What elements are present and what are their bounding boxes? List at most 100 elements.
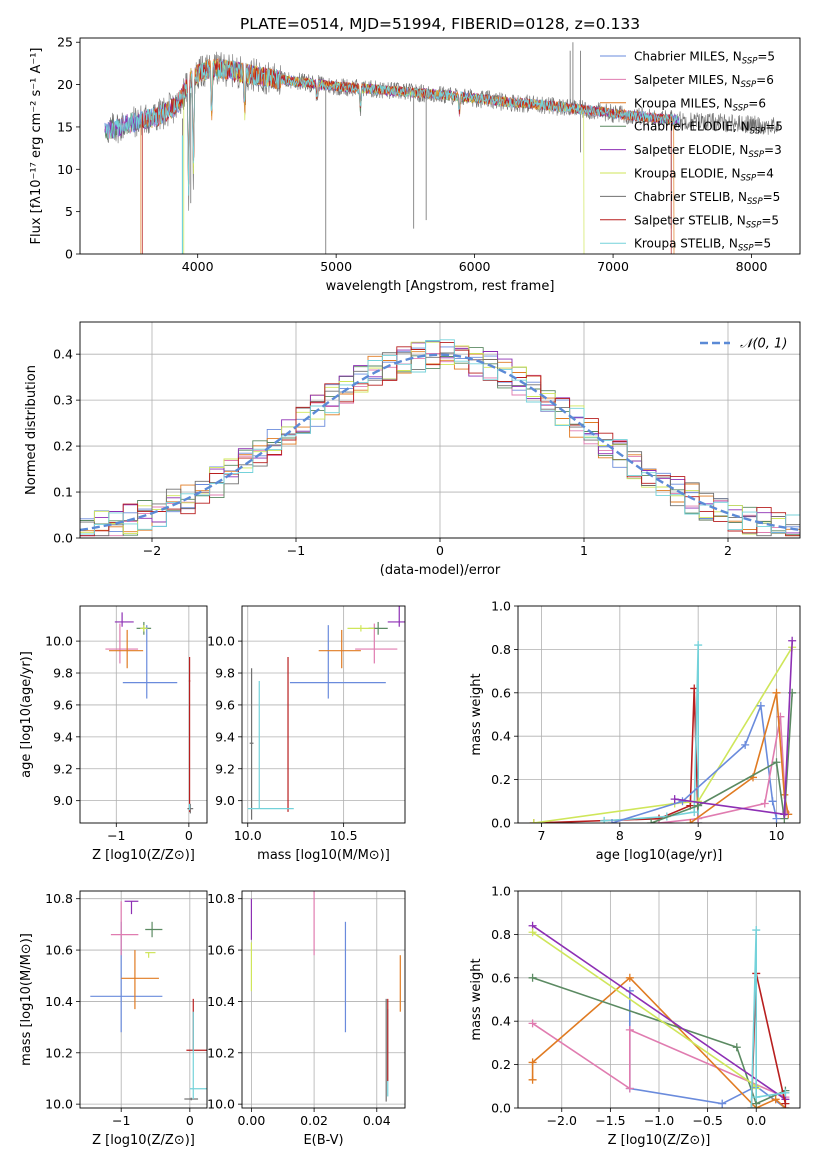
- x-tick-label: −0.5: [692, 1113, 722, 1128]
- x-axis-label: Z [log10(Z/Z⊙)]: [608, 1133, 711, 1148]
- weight-marker: [686, 819, 695, 823]
- y-tick-label: 9.2: [53, 761, 73, 776]
- panel-mass_vs_ebv: 0.00 0.02 0.04 10.0 10.2 10.4 10.6 10.8 E(B-V): [207, 890, 406, 1148]
- y-tick-label: 0.0: [491, 1101, 511, 1116]
- panel-spectrum: 4000 5000 6000 7000 8000 0 5 10 15 20 25 wavelength…: [29, 35, 801, 294]
- x-tick-label: 10: [769, 828, 785, 843]
- y-tick-label: 9.8: [53, 666, 73, 681]
- weight-marker: [760, 799, 769, 808]
- weight-line-salpeter_miles: [532, 1022, 786, 1098]
- weight-marker: [528, 1075, 537, 1084]
- weight-marker: [694, 641, 703, 650]
- y-tick-label: 10.0: [45, 634, 73, 649]
- y-tick-label: 10.2: [45, 1045, 73, 1060]
- x-axis-label: wavelength [Angstrom, rest frame]: [326, 279, 555, 294]
- x-tick-label: −2.0: [547, 1113, 577, 1128]
- weight-marker: [528, 1058, 537, 1067]
- weight-line-kroupa_stelib: [750, 930, 786, 1108]
- weight-marker: [780, 810, 789, 819]
- weight-marker: [788, 636, 797, 645]
- weight-marker: [625, 1025, 634, 1034]
- residual-histogram-salpeter_stelib: [80, 341, 800, 537]
- weight-marker: [772, 758, 781, 767]
- x-tick-label: 4000: [182, 259, 214, 274]
- weight-marker: [771, 1095, 780, 1104]
- x-axis-label: Z [log10(Z/Z⊙)]: [92, 1133, 195, 1148]
- weight-marker: [625, 1084, 634, 1093]
- weight-marker: [772, 688, 781, 697]
- data-point-chabrier_stelib: [249, 668, 254, 820]
- plot-area-residuals: [80, 339, 800, 537]
- weight-marker: [670, 795, 679, 804]
- x-tick-label: 5000: [320, 259, 352, 274]
- weight-marker: [718, 1099, 727, 1108]
- data-point-kroupa_miles: [318, 629, 361, 669]
- y-axis-label: age [log10(age/yr)]: [19, 651, 34, 778]
- y-tick-label: 0.4: [53, 347, 73, 362]
- plot-area-mass_vs_ebv: [250, 891, 401, 1102]
- x-axis-label: (data-model)/error: [380, 563, 501, 578]
- residual-histogram-kroupa_stelib: [80, 339, 800, 535]
- y-tick-label: 10.6: [45, 943, 73, 958]
- weight-line-salpeter_elodie: [532, 925, 786, 1100]
- weight-line-kroupa_stelib: [604, 645, 700, 823]
- y-tick-label: 15: [57, 119, 73, 134]
- legend-label: 𝒩(0, 1): [740, 337, 787, 352]
- data-point-salpeter_stelib: [188, 657, 191, 812]
- weight-marker: [752, 926, 761, 935]
- axes-frame: [241, 890, 406, 1109]
- data-point-salpeter_miles: [355, 623, 398, 664]
- weight-line-chabrier_miles: [611, 705, 778, 823]
- spectrum-legend: Chabrier MILES, NSSP=5 Salpeter MILES, NS…: [600, 50, 783, 254]
- weight-line-chabrier_elodie: [532, 977, 786, 1105]
- panel-mass_vs_z: −1 0 10.0 10.2 10.4 10.6 10.8 Z [log10(Z/Z⊙)] ma…: [19, 890, 208, 1148]
- axes-frame: [79, 890, 208, 1109]
- y-tick-label: 10.0: [45, 1097, 73, 1112]
- legend-label: Kroupa MILES, NSSP=6: [634, 96, 766, 113]
- weight-marker: [625, 973, 634, 982]
- legend-label: Salpeter MILES, NSSP=6: [634, 73, 774, 90]
- y-tick-label: 9.0: [215, 793, 235, 808]
- x-tick-label: 8000: [736, 259, 768, 274]
- weight-marker: [781, 1088, 790, 1097]
- y-tick-label: 9.6: [215, 697, 235, 712]
- weight-line-salpeter_miles: [658, 716, 787, 823]
- y-tick-label: 5: [65, 204, 73, 219]
- weight-marker: [528, 973, 537, 982]
- data-point-kroupa_elodie: [347, 625, 375, 632]
- weight-marker: [732, 1043, 741, 1052]
- weight-marker: [600, 816, 609, 823]
- plot-area-age_vs_z: [105, 612, 194, 814]
- plot-area-weight_vs_age: [529, 636, 797, 823]
- weight-line-kroupa_elodie: [533, 646, 793, 823]
- data-point-salpeter_miles: [110, 901, 139, 956]
- x-tick-label: 0.0: [746, 1113, 766, 1128]
- y-tick-label: 0.3: [53, 393, 73, 408]
- plot-area-weight_vs_z: [528, 921, 790, 1108]
- y-tick-label: 9.4: [215, 729, 235, 744]
- x-tick-label: −1.5: [595, 1113, 625, 1128]
- gaussian-reference-line: [80, 353, 800, 532]
- weight-marker: [756, 701, 765, 710]
- y-tick-label: 10.4: [207, 994, 235, 1009]
- y-tick-label: 0.2: [53, 439, 73, 454]
- y-tick-label: 10: [57, 162, 73, 177]
- y-tick-label: 0.4: [491, 1014, 511, 1029]
- data-point-salpeter_elodie: [114, 612, 134, 627]
- panel-weight_vs_age: 7 8 9 10 0.0 0.2 0.4 0.6 0.8 1.0 age [log10(age/yr…: [469, 599, 801, 863]
- data-point-salpeter_miles: [105, 623, 139, 664]
- data-point-salpeter_elodie: [387, 606, 405, 627]
- weight-marker: [741, 740, 750, 749]
- figure-title: PLATE=0514, MJD=51994, FIBERID=0128, z=0…: [240, 15, 640, 33]
- x-tick-label: 8: [616, 828, 624, 843]
- data-point-kroupa_miles: [109, 629, 144, 669]
- legend-label: Chabrier STELIB, NSSP=5: [634, 190, 780, 207]
- y-tick-label: 0.4: [491, 729, 511, 744]
- x-tick-label: 0.02: [300, 1113, 328, 1128]
- data-point-chabrier_miles: [122, 625, 178, 699]
- x-tick-label: 1: [580, 543, 588, 558]
- legend-label: Chabrier MILES, NSSP=5: [634, 50, 775, 67]
- panel-weight_vs_z: −2.0 −1.5 −1.0 −0.5 0.0 0.0 0.2 0.4 0.6 0.8 1.0 Z […: [469, 884, 801, 1148]
- data-point-kroupa_elodie: [145, 952, 156, 958]
